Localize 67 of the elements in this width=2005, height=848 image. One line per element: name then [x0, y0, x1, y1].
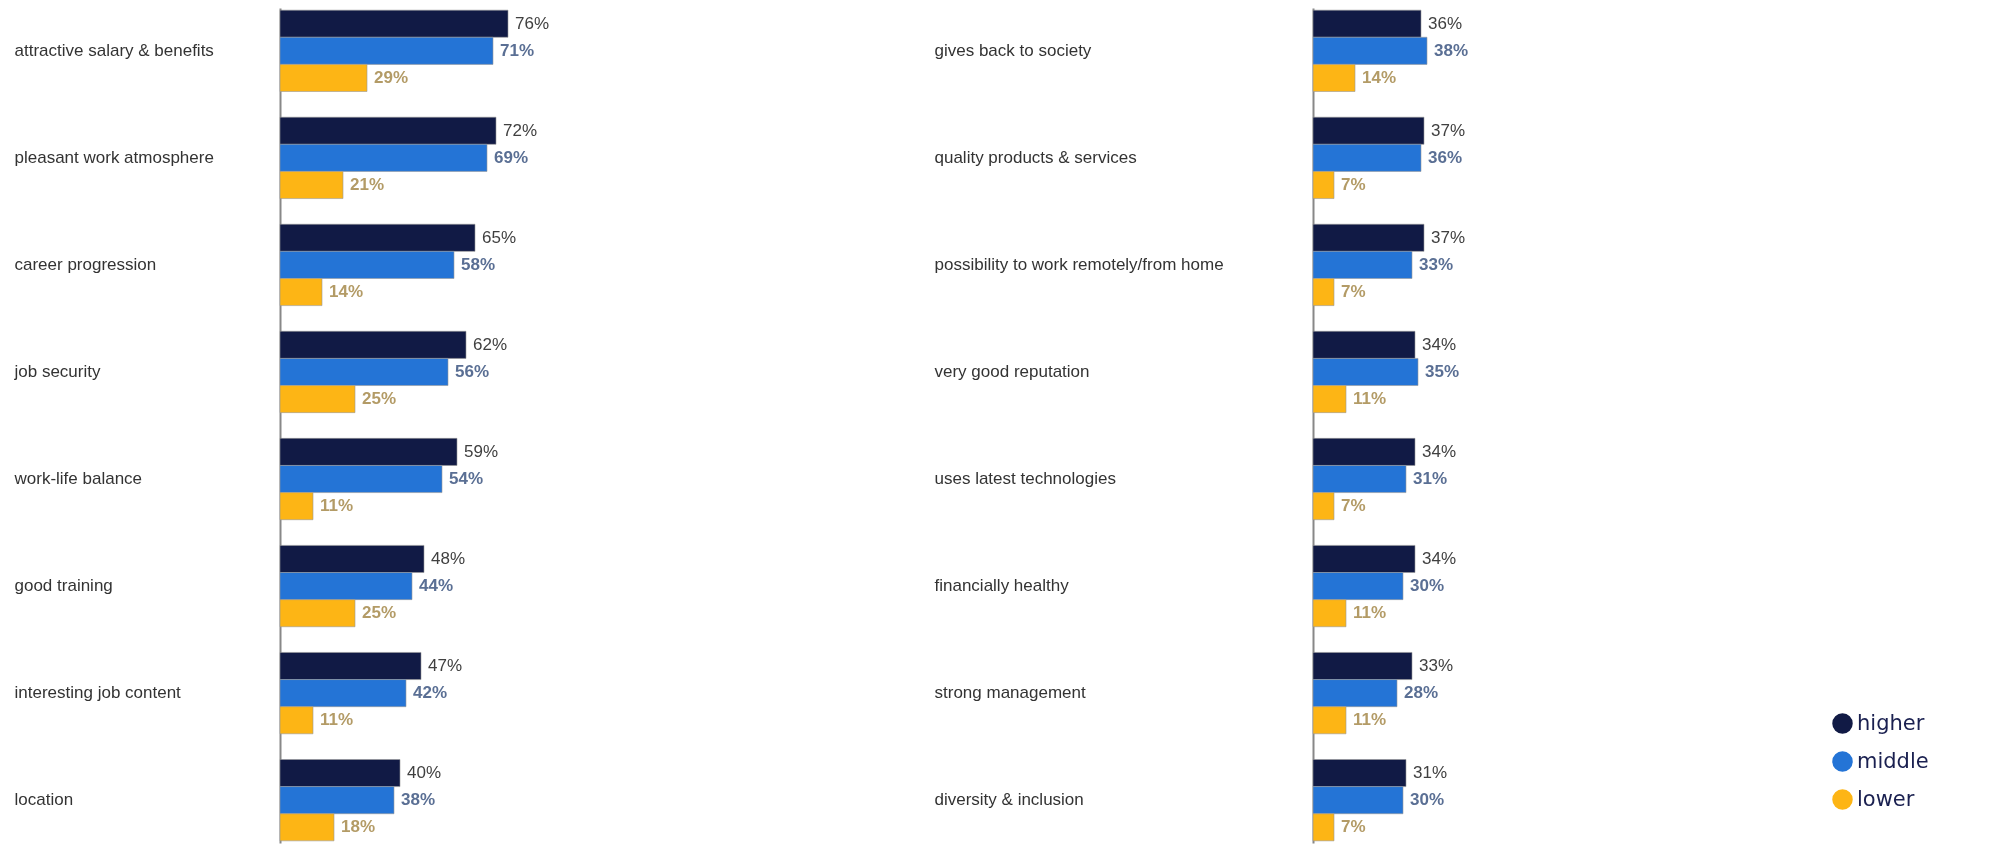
- data-label: 56%: [455, 361, 490, 381]
- data-label: 42%: [413, 683, 448, 703]
- data-label: 7%: [1341, 174, 1366, 194]
- data-label: 11%: [320, 496, 354, 516]
- data-label: 35%: [1425, 361, 1460, 381]
- data-label: 33%: [1419, 254, 1454, 274]
- y-tick-label: diversity & inclusion: [934, 790, 1084, 810]
- y-tick-label: very good reputation: [934, 361, 1090, 381]
- legend-label: lower: [1857, 786, 1915, 811]
- data-label: 62%: [473, 334, 508, 354]
- data-label: 48%: [431, 548, 466, 568]
- data-label: 31%: [1413, 763, 1448, 783]
- data-label: 65%: [482, 227, 517, 247]
- y-tick-label: financially healthy: [934, 576, 1070, 596]
- data-label: 21%: [350, 174, 385, 194]
- data-label: 11%: [1353, 603, 1387, 623]
- y-tick-label: possibility to work remotely/from home: [934, 254, 1224, 274]
- y-tick-label: strong management: [934, 683, 1086, 703]
- data-label: 7%: [1341, 496, 1366, 516]
- data-label: 38%: [401, 790, 436, 810]
- y-tick-label: attractive salary & benefits: [14, 40, 214, 60]
- data-label: 36%: [1428, 147, 1463, 167]
- y-tick-label: pleasant work atmosphere: [14, 147, 214, 167]
- data-label: 28%: [1404, 683, 1439, 703]
- data-label: 58%: [461, 254, 496, 274]
- y-tick-label: quality products & services: [934, 147, 1137, 167]
- data-label: 36%: [1428, 13, 1463, 33]
- data-label: 47%: [428, 656, 463, 676]
- data-label: 72%: [503, 120, 538, 140]
- data-label: 18%: [341, 817, 376, 837]
- data-label: 40%: [407, 763, 442, 783]
- legend-label: higher: [1857, 710, 1925, 735]
- data-label: 25%: [362, 603, 397, 623]
- data-label: 34%: [1422, 441, 1457, 461]
- y-tick-label: good training: [14, 576, 113, 596]
- data-label: 76%: [515, 13, 550, 33]
- data-label: 34%: [1422, 548, 1457, 568]
- y-tick-label: work-life balance: [13, 469, 143, 489]
- data-label: 11%: [320, 710, 354, 730]
- data-label: 14%: [329, 282, 364, 302]
- data-label: 34%: [1422, 334, 1457, 354]
- data-label: 11%: [1353, 710, 1387, 730]
- data-label: 30%: [1410, 576, 1445, 596]
- data-label: 29%: [374, 67, 409, 87]
- y-tick-label: job security: [13, 361, 101, 381]
- data-label: 7%: [1341, 282, 1366, 302]
- data-label: 37%: [1431, 120, 1466, 140]
- data-label: 54%: [449, 469, 484, 489]
- data-label: 37%: [1431, 227, 1466, 247]
- data-label: 69%: [494, 147, 529, 167]
- data-label: 31%: [1413, 469, 1448, 489]
- legend-label: middle: [1857, 748, 1929, 773]
- data-label: 11%: [1353, 389, 1387, 409]
- y-tick-label: career progression: [14, 254, 157, 274]
- data-label: 25%: [362, 389, 397, 409]
- y-tick-label: location: [14, 790, 74, 810]
- data-label: 59%: [464, 441, 499, 461]
- data-label: 7%: [1341, 817, 1366, 837]
- y-tick-label: uses latest technologies: [934, 469, 1116, 489]
- data-label: 38%: [1434, 40, 1469, 60]
- data-label: 14%: [1362, 67, 1397, 87]
- y-tick-label: interesting job content: [14, 683, 182, 703]
- data-label: 33%: [1419, 656, 1454, 676]
- data-label: 44%: [419, 576, 454, 596]
- data-label: 71%: [500, 40, 535, 60]
- data-label: 30%: [1410, 790, 1445, 810]
- y-tick-label: gives back to society: [934, 40, 1092, 60]
